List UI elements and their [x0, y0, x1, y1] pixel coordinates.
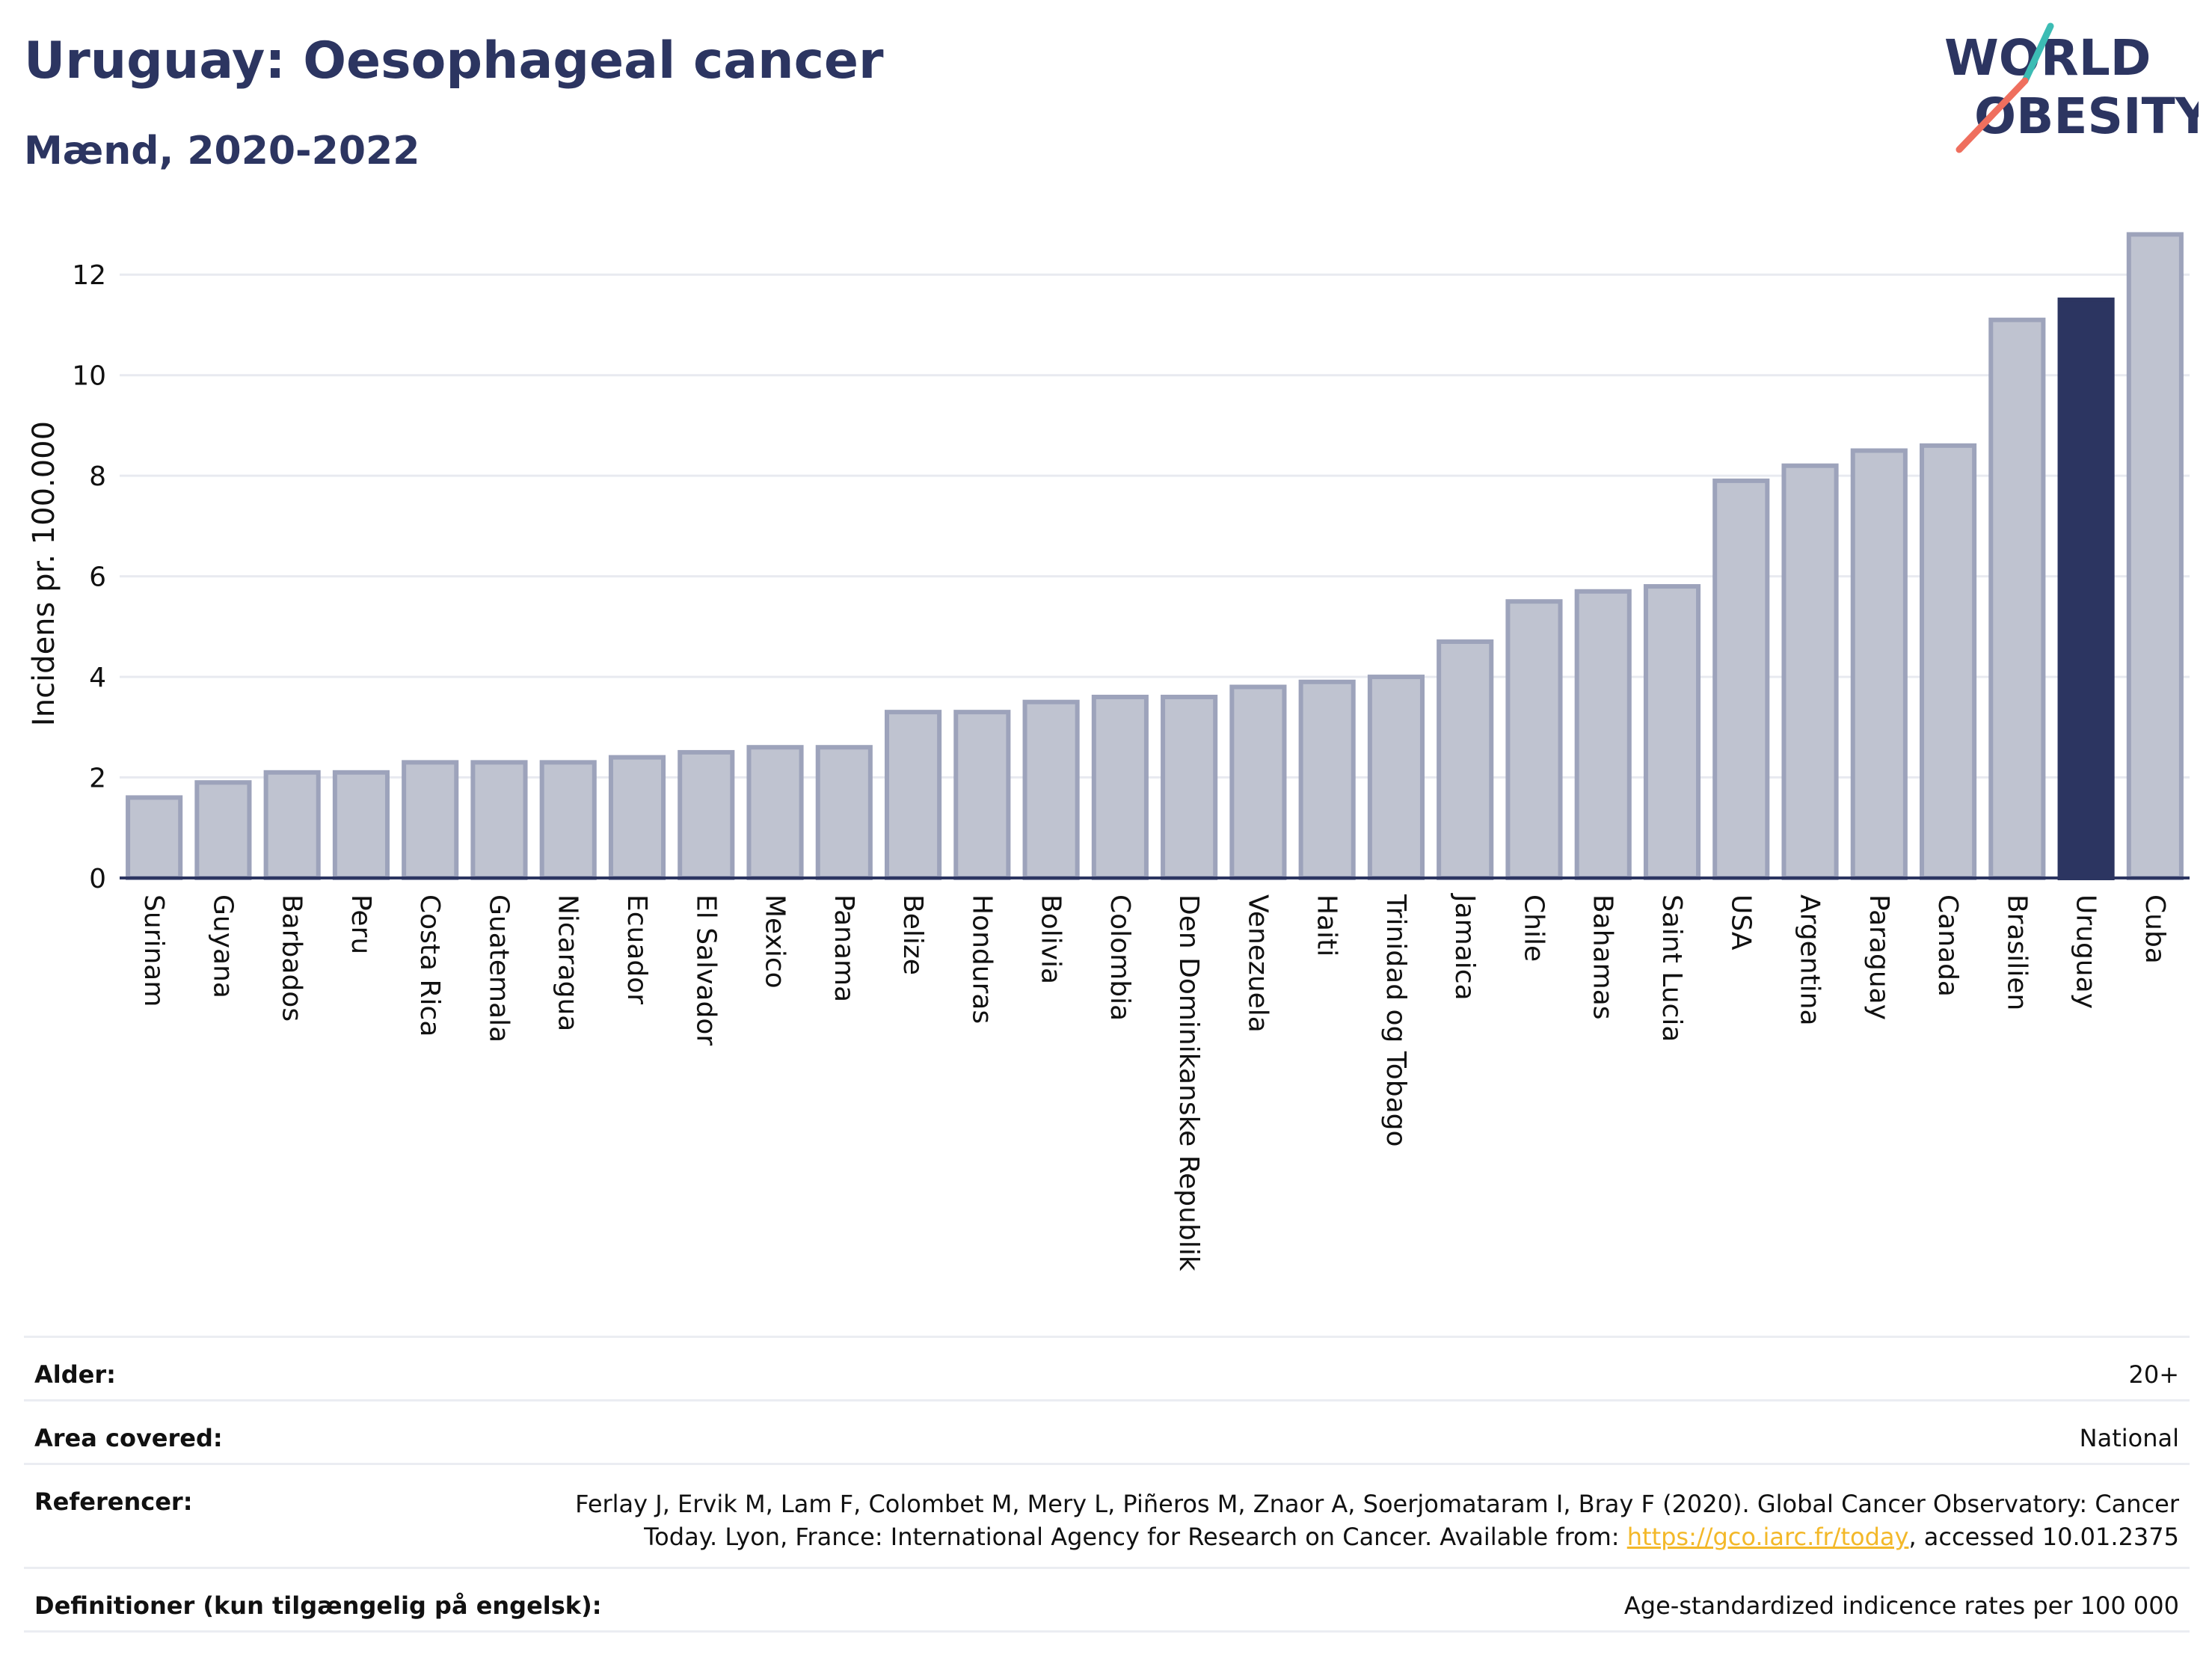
y-tick-label: 8: [89, 461, 106, 492]
x-tick-label: Honduras: [966, 894, 997, 1024]
area-label: Area covered:: [34, 1424, 223, 1452]
x-tick-label: Guatemala: [483, 894, 514, 1043]
y-tick-label: 2: [89, 764, 106, 794]
x-tick-label: Chile: [1518, 894, 1549, 962]
bar: [1367, 675, 1425, 880]
area-value: National: [2079, 1424, 2179, 1452]
bar: [1229, 684, 1287, 880]
bar: [1988, 317, 2046, 880]
x-tick-label: Ecuador: [621, 894, 652, 1004]
bar: [1781, 463, 1839, 880]
bar: [885, 710, 942, 881]
reference-link[interactable]: https://gco.iarc.fr/today: [1626, 1523, 1909, 1551]
bar: [2057, 297, 2115, 881]
x-tick-label: Den Dominikanske Republik: [1173, 894, 1204, 1271]
reference-line-2-end: , accessed 10.01.2375: [1908, 1523, 2179, 1551]
x-tick-label: El Salvador: [690, 894, 721, 1045]
bar: [1161, 694, 1218, 880]
info-table: Alder: 20+ Area covered: National Refere…: [24, 1336, 2190, 1633]
x-tick-label: Uruguay: [2071, 894, 2101, 1009]
x-tick-label: Mexico: [760, 894, 790, 989]
x-tick-label: Guyana: [207, 894, 238, 998]
x-tick-label: Venezuela: [1242, 894, 1273, 1033]
x-tick-label: Haiti: [1312, 894, 1342, 957]
x-tick-label: USA: [1725, 894, 1756, 951]
x-tick-label: Canada: [1932, 894, 1963, 997]
bar: [1022, 699, 1080, 881]
bar: [402, 760, 459, 880]
bar-chart: 0 2 4 6 8 10 12 Surinam Guyana Barbados Peru Costa …: [27, 232, 2190, 1271]
bar: [1712, 478, 1770, 880]
bar: [608, 755, 666, 881]
bar: [1850, 448, 1908, 880]
bar: [1643, 584, 1701, 880]
x-tick-label: Paraguay: [1864, 894, 1894, 1020]
bar: [1920, 443, 1977, 880]
bar: [2126, 232, 2184, 880]
x-tick-label: Peru: [345, 894, 376, 954]
bar: [1298, 679, 1356, 880]
bar: [194, 780, 252, 881]
bar: [126, 795, 183, 881]
info-row-definitions: Definitioner (kun tilgængelig på engelsk…: [24, 1567, 2190, 1633]
chart-title: Uruguay: Oesophageal cancer: [24, 31, 884, 90]
bar: [746, 745, 804, 881]
y-tick-label: 6: [89, 562, 106, 593]
reference-line-1: Ferlay J, Ervik M, Lam F, Colombet M, Me…: [575, 1490, 2179, 1518]
logo-slash-teal: [2021, 22, 2054, 85]
x-tick-label: Bolivia: [1036, 894, 1066, 984]
x-tick-label: Argentina: [1795, 894, 1825, 1026]
info-row-references: Referencer: Ferlay J, Ervik M, Lam F, Co…: [24, 1463, 2190, 1567]
info-row-age: Alder: 20+: [24, 1336, 2190, 1399]
references-label: Referencer:: [34, 1487, 193, 1516]
x-tick-label: Colombia: [1105, 894, 1135, 1021]
bar: [263, 770, 321, 881]
bar: [1091, 694, 1149, 880]
bar: [1437, 639, 1494, 880]
x-tick-label: Cuba: [2139, 894, 2170, 964]
bar: [953, 710, 1011, 881]
bar: [539, 760, 597, 880]
x-tick-label: Belize: [897, 894, 928, 975]
age-label: Alder:: [34, 1360, 116, 1389]
age-value: 20+: [2128, 1360, 2179, 1389]
references-value: Ferlay J, Ervik M, Lam F, Colombet M, Me…: [575, 1487, 2179, 1553]
bar: [332, 770, 390, 881]
y-tick-label: 0: [89, 864, 106, 894]
reference-line-2-start: Today. Lyon, France: International Agenc…: [644, 1523, 1627, 1551]
x-tick-label: Barbados: [277, 894, 307, 1022]
bar: [1505, 599, 1563, 880]
x-tick-label: Bahamas: [1588, 894, 1618, 1020]
info-row-area: Area covered: National: [24, 1399, 2190, 1463]
y-tick-label: 4: [89, 663, 106, 693]
x-tick-label: Saint Lucia: [1656, 894, 1687, 1042]
x-tick-label: Surinam: [138, 894, 169, 1007]
reference-line-2: Today. Lyon, France: International Agenc…: [575, 1520, 2179, 1553]
x-tick-label: Brasilien: [2001, 894, 2032, 1010]
world-obesity-logo: WORLD OBESITY: [1944, 22, 2199, 153]
y-axis-title: Incidens pr. 100.000: [27, 421, 61, 726]
bar: [1574, 589, 1632, 880]
x-tick-label: Jamaica: [1449, 893, 1480, 1001]
logo-slash-coral: [1956, 77, 2029, 153]
bar: [815, 745, 873, 881]
chart-subtitle: Mænd, 2020-2022: [24, 129, 420, 174]
x-tick-label: Panama: [829, 894, 859, 1002]
x-tick-label: Costa Rica: [414, 894, 445, 1037]
x-tick-label: Nicaragua: [553, 894, 583, 1031]
definitions-value: Age-standardized indicence rates per 100…: [1623, 1591, 2179, 1620]
y-tick-label: 10: [72, 361, 106, 392]
y-tick-label: 12: [72, 260, 106, 291]
bar: [678, 749, 735, 881]
x-tick-label: Trinidad og Tobago: [1380, 894, 1411, 1147]
definitions-label: Definitioner (kun tilgængelig på engelsk…: [34, 1591, 602, 1620]
bar: [470, 760, 528, 880]
